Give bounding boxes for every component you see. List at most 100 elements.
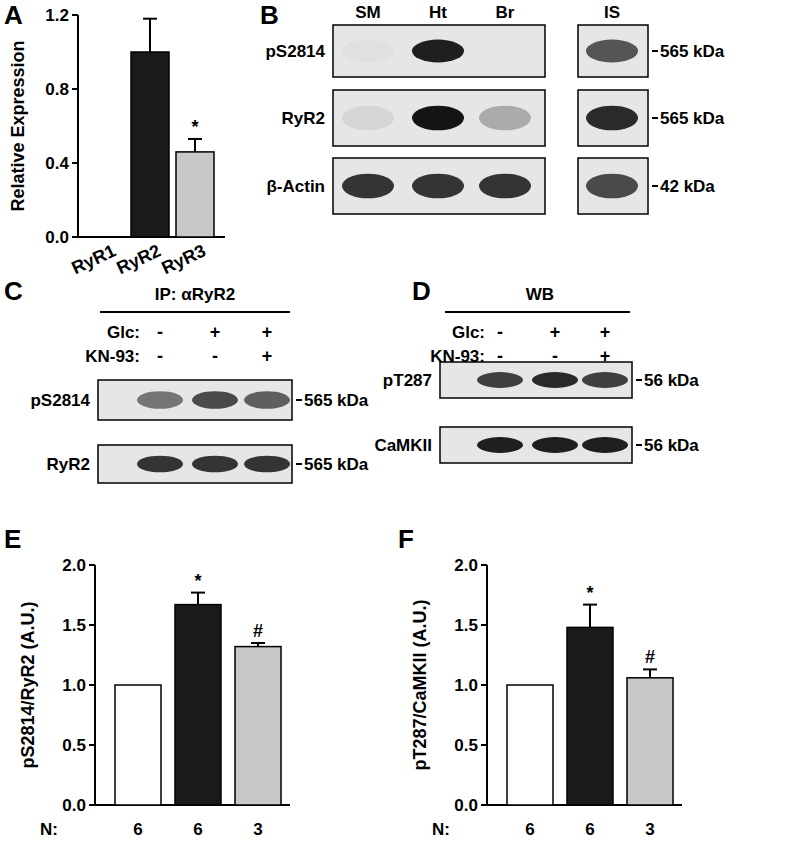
size-label: 56 kDa — [644, 371, 699, 390]
error-cap — [583, 604, 597, 606]
band — [342, 174, 394, 199]
size-dash — [296, 399, 302, 401]
error-line — [194, 139, 196, 152]
error-line — [649, 669, 651, 677]
row-label: CaMKII — [374, 436, 432, 455]
y-tick — [481, 804, 487, 806]
condition-value: - — [497, 322, 503, 342]
y-tick-label: 0.0 — [62, 796, 86, 815]
blot-frame — [440, 427, 632, 463]
size-label: 565 kDa — [660, 109, 725, 128]
band — [479, 106, 531, 131]
bar — [235, 647, 281, 805]
error-cap — [643, 668, 657, 670]
x-tick-label: 6 — [133, 820, 142, 839]
panel-letter: A — [4, 0, 23, 30]
bar — [176, 152, 214, 237]
band — [412, 40, 464, 63]
band — [582, 372, 628, 388]
band — [477, 372, 523, 388]
condition-value: - — [157, 322, 163, 342]
marks — [131, 19, 214, 237]
lane-label: SM — [355, 3, 381, 22]
row-label: β-Actin — [266, 177, 325, 196]
panel-letter: E — [4, 524, 21, 554]
blot-frame — [333, 25, 545, 77]
condition-label: Glc: — [107, 323, 140, 342]
y-axis — [77, 15, 79, 237]
band — [477, 437, 523, 453]
error-bar — [143, 19, 157, 52]
y-tick-label: 1.2 — [45, 6, 69, 25]
y-tick-label: 0.4 — [45, 154, 69, 173]
row-label: RyR2 — [282, 109, 325, 128]
y-tick — [72, 88, 78, 90]
blot-header: WB — [526, 285, 554, 304]
size-dash — [636, 379, 642, 381]
error-cap — [143, 18, 157, 20]
error-bar — [583, 605, 597, 628]
y-tick — [89, 564, 95, 566]
row-label: RyR2 — [47, 455, 90, 474]
y-tick-label: 2.0 — [454, 556, 478, 575]
y-tick-label: 0.0 — [45, 228, 69, 247]
band — [137, 456, 183, 473]
y-tick-label: 0.0 — [454, 796, 478, 815]
x-tick-label: 6 — [585, 820, 594, 839]
size-label: 565 kDa — [304, 455, 369, 474]
header-line — [445, 311, 630, 313]
significance: * — [191, 117, 198, 137]
error-bar — [191, 593, 205, 605]
x-axis-label: N: — [432, 820, 450, 839]
y-tick-label: 1.0 — [62, 676, 86, 695]
size-dash — [652, 117, 658, 119]
blot-frame — [98, 445, 292, 483]
y-tick — [89, 744, 95, 746]
lane-label: IS — [604, 3, 620, 22]
condition-value: - — [157, 346, 163, 366]
x-tick-label: RyR1 — [69, 240, 119, 278]
x-tick-label: 6 — [193, 820, 202, 839]
y-tick — [89, 804, 95, 806]
error-cap — [251, 642, 265, 644]
panel-letter: C — [4, 276, 23, 306]
header-line — [100, 311, 290, 313]
lane-label: Br — [496, 3, 515, 22]
bar — [567, 627, 613, 805]
blot-header: IP: αRyR2 — [155, 285, 235, 304]
band — [342, 106, 394, 131]
band — [586, 174, 638, 199]
y-tick-label: 0.8 — [45, 80, 69, 99]
band — [412, 106, 464, 131]
y-tick — [481, 744, 487, 746]
y-tick — [72, 162, 78, 164]
size-dash — [636, 444, 642, 446]
blot-frame — [98, 380, 292, 420]
blot-frame — [578, 25, 648, 77]
size-dash — [652, 50, 658, 52]
condition-label: Glc: — [452, 323, 485, 342]
condition-value: + — [210, 322, 221, 342]
significance: * — [586, 583, 593, 603]
size-label: 42 kDa — [660, 177, 715, 196]
y-axis-label: pT287/CaMKII (A.U.) — [410, 599, 430, 770]
y-tick-label: 1.5 — [454, 616, 478, 635]
condition-value: + — [600, 322, 611, 342]
blot-frame — [333, 158, 545, 214]
error-cap — [188, 138, 202, 140]
y-axis-label: Relative Expression — [8, 40, 28, 211]
x-tick-label: 3 — [645, 820, 654, 839]
panel-letter: B — [260, 0, 279, 30]
y-tick-label: 2.0 — [62, 556, 86, 575]
error-line — [589, 605, 591, 628]
x-axis-label: N: — [40, 820, 58, 839]
x-tick-label: 6 — [525, 820, 534, 839]
bar-panel: A Relative Expression 0.0 0.4 0.8 1.2 RyR1RyR2… — [4, 0, 225, 278]
blot-frame — [440, 362, 632, 398]
size-dash — [296, 463, 302, 465]
error-line — [197, 593, 199, 605]
x-tick-label: RyR2 — [114, 240, 164, 278]
y-tick — [72, 14, 78, 16]
band — [137, 391, 183, 409]
lane-label: Ht — [429, 3, 447, 22]
